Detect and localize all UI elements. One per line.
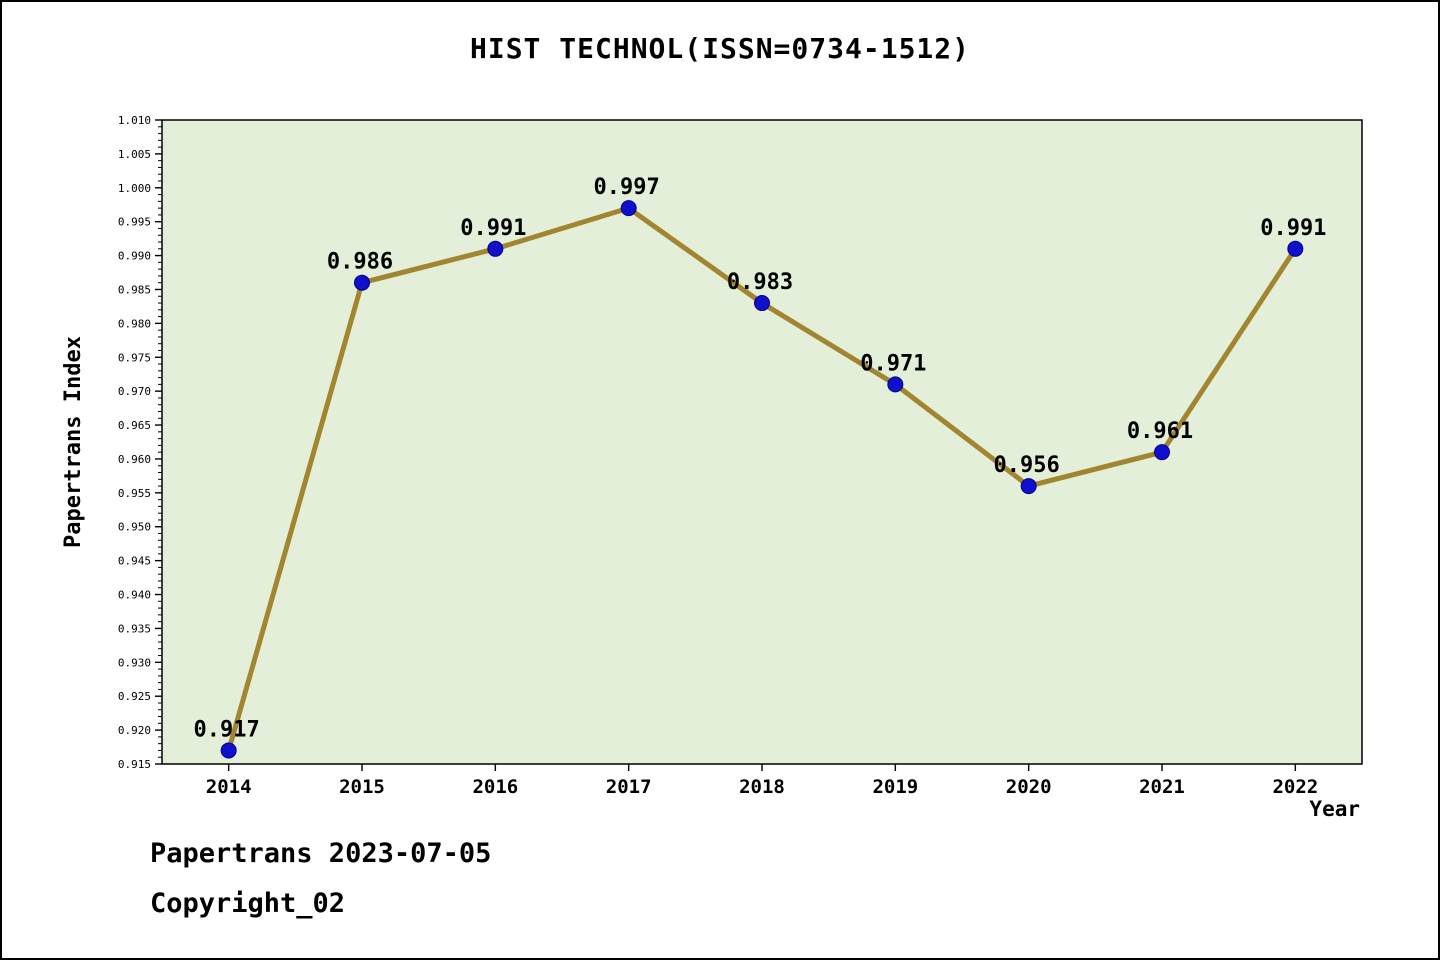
footer-source-date: Papertrans 2023-07-05 bbox=[150, 838, 492, 869]
y-tick-label: 0.925 bbox=[118, 690, 151, 703]
y-tick-label: 0.960 bbox=[118, 453, 151, 466]
y-tick-label: 0.940 bbox=[118, 589, 151, 602]
data-point-label: 0.961 bbox=[1127, 419, 1193, 444]
y-tick-label: 0.945 bbox=[118, 555, 151, 568]
footer-copyright: Copyright_02 bbox=[150, 888, 346, 919]
y-tick-label: 0.950 bbox=[118, 521, 151, 534]
data-point bbox=[354, 274, 370, 291]
plot-area bbox=[161, 119, 1363, 765]
y-tick-label: 0.985 bbox=[118, 283, 151, 296]
data-point bbox=[887, 376, 904, 393]
data-point bbox=[220, 742, 237, 759]
chart-title: HIST TECHNOL(ISSN=0734-1512) bbox=[469, 32, 970, 65]
x-tick-label: 2020 bbox=[1006, 776, 1052, 798]
x-tick-label: 2014 bbox=[206, 776, 252, 798]
data-point-label: 0.971 bbox=[860, 351, 926, 376]
data-point bbox=[487, 240, 504, 257]
x-tick-label: 2017 bbox=[606, 776, 652, 798]
x-tick-label: 2019 bbox=[872, 776, 918, 798]
data-point-label: 0.956 bbox=[994, 453, 1060, 478]
data-point bbox=[754, 295, 770, 312]
y-tick-label: 0.975 bbox=[118, 351, 151, 364]
y-tick-label: 1.010 bbox=[118, 114, 151, 127]
x-axis-title: Year bbox=[1309, 797, 1360, 821]
data-point-label: 0.917 bbox=[194, 717, 260, 742]
data-point bbox=[1020, 478, 1037, 495]
y-tick-label: 0.955 bbox=[118, 487, 151, 500]
data-point-label: 0.983 bbox=[727, 270, 793, 295]
x-tick-label: 2021 bbox=[1139, 776, 1185, 798]
y-tick-label: 1.000 bbox=[118, 182, 151, 195]
data-point-label: 0.986 bbox=[327, 250, 393, 275]
y-tick-label: 0.915 bbox=[118, 758, 151, 771]
x-tick-label: 2015 bbox=[339, 776, 385, 798]
y-tick-label: 0.970 bbox=[118, 385, 151, 398]
data-point bbox=[620, 200, 637, 217]
data-point-label: 0.991 bbox=[1260, 216, 1326, 241]
y-tick-label: 0.990 bbox=[118, 250, 151, 263]
x-tick-label: 2016 bbox=[472, 776, 518, 798]
y-tick-label: 0.965 bbox=[118, 419, 151, 432]
y-tick-label: 0.935 bbox=[118, 622, 151, 635]
y-tick-label: 0.920 bbox=[118, 724, 151, 737]
data-point bbox=[1287, 240, 1304, 257]
data-point-label: 0.991 bbox=[460, 216, 526, 241]
x-tick-label: 2018 bbox=[739, 776, 785, 798]
data-point-label: 0.997 bbox=[594, 175, 660, 200]
y-tick-label: 1.005 bbox=[118, 148, 151, 161]
y-tick-label: 0.980 bbox=[118, 317, 151, 330]
y-tick-label: 0.930 bbox=[118, 656, 151, 669]
y-tick-label: 0.995 bbox=[118, 216, 151, 229]
x-tick-label: 2022 bbox=[1272, 776, 1318, 798]
y-axis-title: Papertrans Index bbox=[61, 336, 86, 548]
data-point bbox=[1154, 444, 1170, 461]
